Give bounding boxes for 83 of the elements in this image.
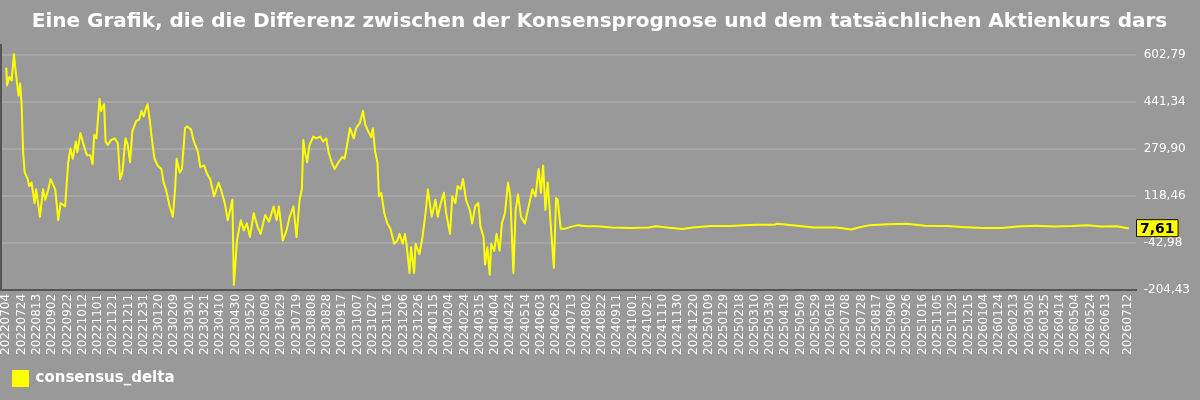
x-tick-label: 20240713 bbox=[563, 293, 578, 355]
x-tick-label: 20240514 bbox=[517, 293, 532, 355]
y-tick-label: -42,98 bbox=[1143, 235, 1183, 250]
x-tick-label: 20251105 bbox=[930, 293, 945, 355]
x-tick-label: 20240911 bbox=[609, 293, 624, 355]
x-tick-label: 20260325 bbox=[1036, 293, 1051, 355]
x-tick-label: 20241130 bbox=[670, 293, 685, 355]
legend-label: consensus_delta bbox=[35, 368, 175, 387]
x-tick-label: 20250129 bbox=[716, 293, 731, 355]
x-tick-label: 20240822 bbox=[594, 293, 609, 355]
x-tick-label: 20221231 bbox=[135, 293, 150, 355]
x-tick-label: 20240424 bbox=[502, 293, 517, 355]
annotation: 7,61 bbox=[1140, 219, 1175, 236]
x-tick-label: 20220704 bbox=[0, 293, 13, 355]
y-tick-label: 602,79 bbox=[1143, 46, 1186, 61]
x-tick-label: 20230209 bbox=[166, 293, 181, 355]
x-tick-label: 20230321 bbox=[197, 293, 211, 355]
x-tick-label: 20231226 bbox=[410, 293, 425, 355]
x-tick-label: 20221012 bbox=[74, 293, 89, 355]
x-tick-label: 20260104 bbox=[975, 293, 990, 355]
x-tick-label: 20250419 bbox=[777, 293, 792, 355]
x-tick-label: 20250618 bbox=[823, 293, 838, 355]
x-tick-label: 20230629 bbox=[273, 293, 288, 355]
x-tick-label: 20240115 bbox=[426, 293, 441, 355]
x-tick-label: 20230520 bbox=[242, 293, 257, 355]
x-tick-label: 20230120 bbox=[151, 293, 166, 355]
x-tick-label: 20260524 bbox=[1082, 293, 1097, 355]
x-tick-label: 20230808 bbox=[303, 293, 318, 355]
x-tick-label: 20250509 bbox=[792, 293, 807, 355]
x-tick-label: 20251125 bbox=[945, 293, 960, 355]
x-tick-label: 20260124 bbox=[991, 293, 1006, 355]
x-tick-label: 20260414 bbox=[1052, 293, 1067, 355]
x-tick-label: 20241001 bbox=[624, 293, 639, 355]
x-tick-label: 20230410 bbox=[212, 293, 227, 355]
x-tick-label: 20220902 bbox=[44, 293, 59, 355]
x-tick-label: 20221121 bbox=[105, 293, 120, 355]
x-tick-label: 20240623 bbox=[548, 293, 563, 355]
x-tick-label: 20240603 bbox=[532, 293, 547, 355]
x-tick-label: 20260213 bbox=[1006, 293, 1021, 355]
x-tick-label: 20250728 bbox=[853, 293, 868, 355]
x-tick-label: 20260504 bbox=[1067, 293, 1082, 355]
x-tick-label: 20260712 bbox=[1120, 293, 1135, 355]
x-tick-label: 20230917 bbox=[334, 293, 349, 355]
x-tick-label: 20231206 bbox=[395, 293, 410, 355]
x-tick-label: 20231007 bbox=[349, 293, 364, 355]
x-tick-label: 20260305 bbox=[1021, 293, 1036, 355]
x-tick-label: 20241021 bbox=[639, 293, 654, 355]
x-tick-label: 20220813 bbox=[29, 293, 44, 355]
x-tick-label: 20241220 bbox=[685, 293, 700, 355]
x-tick-label: 20221211 bbox=[120, 293, 135, 355]
x-tick-label: 20250708 bbox=[838, 293, 853, 355]
x-tick-label: 20250330 bbox=[762, 293, 777, 355]
y-tick-label: -204,43 bbox=[1143, 282, 1191, 297]
x-tick-label: 20240404 bbox=[487, 293, 502, 355]
x-tick-label: 20220922 bbox=[59, 293, 74, 355]
x-tick-label: 20250109 bbox=[700, 293, 715, 355]
x-tick-label: 20230301 bbox=[181, 293, 196, 355]
y-tick-label: 118,46 bbox=[1143, 188, 1186, 203]
x-tick-label: 20250310 bbox=[746, 293, 761, 355]
x-tick-label: 20250906 bbox=[884, 293, 899, 355]
x-tick-label: 20230430 bbox=[227, 293, 242, 355]
x-tick-label: 20240224 bbox=[456, 293, 471, 355]
x-tick-label: 20231027 bbox=[364, 293, 379, 355]
x-tick-label: 20240315 bbox=[471, 293, 486, 355]
x-tick-label: 20230828 bbox=[319, 293, 334, 355]
x-tick-label: 20251016 bbox=[914, 293, 929, 355]
x-tick-label: 20250817 bbox=[868, 293, 883, 355]
x-tick-label: 20230719 bbox=[288, 293, 303, 355]
x-tick-label: 20250529 bbox=[807, 293, 822, 355]
x-tick-label: 20260613 bbox=[1098, 293, 1113, 355]
chart-title: Eine Grafik, die die Differenz zwischen der Konsensprognose und dem tatsächlichen Aktienkurs dars bbox=[31, 8, 1168, 33]
x-tick-label: 20230609 bbox=[258, 293, 273, 355]
x-tick-label: 20221101 bbox=[90, 293, 105, 355]
x-tick-label: 20251215 bbox=[960, 293, 975, 355]
x-tick-label: 20241110 bbox=[655, 293, 670, 355]
x-tick-label: 20250926 bbox=[899, 293, 914, 355]
x-tick-label: 20240802 bbox=[578, 293, 593, 355]
x-tick-label: 20231116 bbox=[380, 293, 395, 355]
x-tick-label: 20250218 bbox=[731, 293, 746, 355]
x-tick-label: 20240204 bbox=[441, 293, 456, 355]
x-tick-label: 20220724 bbox=[13, 293, 28, 355]
y-tick-label: 441,34 bbox=[1143, 93, 1186, 108]
y-tick-label: 279,90 bbox=[1143, 141, 1186, 155]
